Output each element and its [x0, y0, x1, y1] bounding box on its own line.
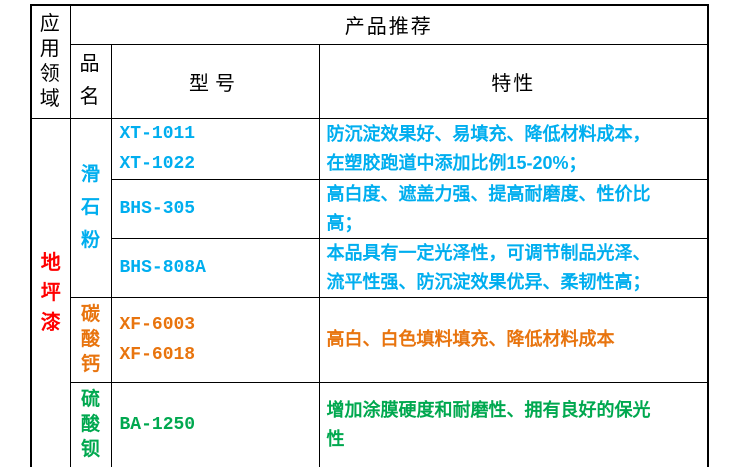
- product-group-barium-sulfate: 硫 酸 钡: [69, 381, 112, 467]
- model-cell: BHS-808A: [110, 237, 320, 298]
- table-row-bhs305: BHS-305 高白度、遮盖力强、提高耐磨度、性价比 高；: [31, 178, 709, 239]
- header-row-title: 应 用 领 域 产品推荐: [30, 4, 709, 119]
- model-cell: XF-6003 XF-6018: [110, 296, 320, 383]
- product-group-talc-powder: 滑 石 粉: [69, 117, 112, 298]
- table-title-product-recommendation: 产品推荐: [69, 4, 709, 45]
- model-cell: BA-1250: [110, 381, 320, 467]
- product-recommendation-table: 应 用 领 域 产品推荐 品 名 型号 特性 地 坪 漆 滑 石 粉 XT-10…: [30, 4, 710, 467]
- model-cell: XT-1011 XT-1022: [110, 117, 320, 180]
- table-row-xt: 地 坪 漆 滑 石 粉 XT-1011 XT-1022 防沉淀效果好、易填充、降…: [30, 117, 709, 467]
- features-cell: 防沉淀效果好、易填充、降低材料成本， 在塑胶跑道中添加比例15-20%；: [318, 117, 709, 180]
- col-header-application-field: 应 用 领 域: [30, 4, 71, 119]
- table-row-xf: 碳 酸 钙 XF-6003 XF-6018 高白、白色填料填充、降低材料成本: [31, 296, 709, 383]
- application-field-floor-paint: 地 坪 漆: [30, 117, 71, 467]
- features-cell: 高白、白色填料填充、降低材料成本: [318, 296, 709, 383]
- col-header-model: 型号: [110, 43, 320, 119]
- col-header-characteristics: 特性: [318, 43, 709, 119]
- table-row-bhs808a: BHS-808A 本品具有一定光泽性，可调节制品光泽、 流平性强、防沉淀效果优异…: [31, 237, 709, 298]
- features-cell: 高白度、遮盖力强、提高耐磨度、性价比 高；: [318, 178, 709, 239]
- table-row-ba1250: 硫 酸 钡 BA-1250 增加涂膜硬度和耐磨性、拥有良好的保光 性: [31, 381, 709, 467]
- col-header-product-name: 品 名: [69, 43, 112, 119]
- product-group-calcium-carbonate: 碳 酸 钙: [69, 296, 112, 383]
- header-row-columns: 品 名 型号 特性: [31, 43, 709, 119]
- model-cell: BHS-305: [110, 178, 320, 239]
- features-cell: 增加涂膜硬度和耐磨性、拥有良好的保光 性: [318, 381, 709, 467]
- features-cell: 本品具有一定光泽性，可调节制品光泽、 流平性强、防沉淀效果优异、柔韧性高；: [318, 237, 709, 298]
